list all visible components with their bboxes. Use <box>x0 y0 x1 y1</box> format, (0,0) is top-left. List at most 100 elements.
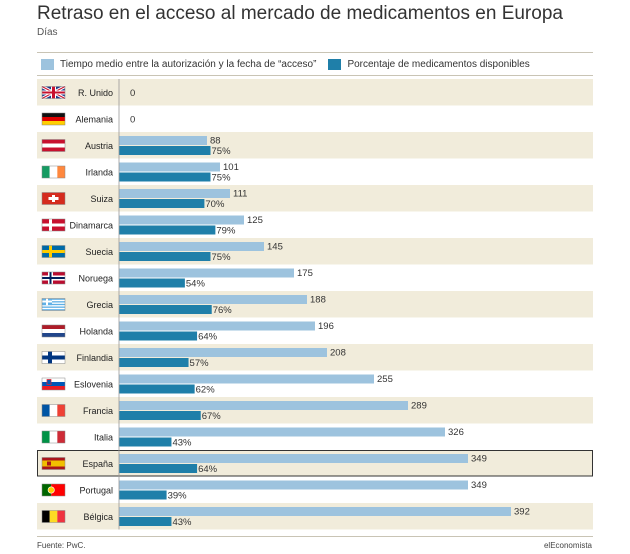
chart-row: Noruega 175 54% <box>41 268 313 290</box>
chart-subtitle: Días <box>37 27 58 38</box>
brand-credit: elEconomista <box>543 541 592 550</box>
sweden-flag-icon <box>41 245 66 258</box>
legend-label-percent: Porcentaje de medicamentos disponibles <box>347 58 530 70</box>
slovenia-flag-icon <box>41 377 66 391</box>
data-label-days: 349 <box>471 480 487 491</box>
data-label-days: 289 <box>411 401 427 412</box>
chart-row: Holanda 196 64% <box>41 321 334 343</box>
bar-percent <box>119 172 211 182</box>
flag-border <box>41 192 66 205</box>
data-label-percent: 62% <box>196 385 216 396</box>
data-label-days: 196 <box>318 321 334 332</box>
bar-percent <box>119 490 167 500</box>
bar-percent <box>119 517 172 526</box>
category-label: Bélgica <box>83 512 113 522</box>
bar-percent <box>119 146 211 155</box>
flag-stripe <box>42 302 65 304</box>
flag-border <box>41 298 66 311</box>
bottom-divider <box>37 536 593 537</box>
netherlands-flag-icon <box>41 324 66 338</box>
portugal-flag-icon <box>41 483 66 497</box>
category-label: Noruega <box>78 274 113 284</box>
bar-percent <box>119 252 211 261</box>
bar-percent <box>119 278 185 288</box>
flag-border <box>41 139 66 152</box>
flag-stripe <box>42 329 65 333</box>
flag-border <box>41 457 66 470</box>
bar-days <box>119 268 294 278</box>
legend: Tiempo medio entre la autorización y la … <box>37 52 593 76</box>
flag-border <box>41 430 66 444</box>
flag-stripe <box>49 510 58 523</box>
flag-emblem <box>47 461 51 466</box>
category-label: Italia <box>94 433 113 443</box>
flag-stripe <box>42 307 65 310</box>
flag-stripe <box>42 382 65 386</box>
flag-cross <box>42 250 65 253</box>
france-flag-icon <box>41 404 66 417</box>
bar-days <box>119 321 315 331</box>
bar-days <box>119 242 264 251</box>
flag-stripe <box>42 404 50 417</box>
flag-stripe <box>49 166 58 178</box>
flag-stripe <box>57 431 65 443</box>
category-label: Francia <box>83 406 113 416</box>
flag-stripe <box>42 143 65 148</box>
bar-days <box>119 401 408 410</box>
legend-swatch-days <box>41 58 54 70</box>
bar-percent <box>119 225 216 235</box>
bar-days <box>119 480 468 490</box>
flag-stripe <box>42 299 65 302</box>
germany-flag-icon <box>41 112 66 126</box>
chart-row: Finlandia 208 57% <box>37 344 593 371</box>
flag-stripe <box>42 378 65 382</box>
chart-row: Alemania 0 <box>41 112 135 126</box>
chart-row: España 349 64% <box>37 450 593 477</box>
data-label-percent: 43% <box>172 438 192 449</box>
flag-stripe <box>42 166 50 178</box>
flag-stripe <box>42 117 65 121</box>
category-label: Portugal <box>79 486 113 496</box>
highlight-box <box>37 450 593 477</box>
bar-percent <box>119 305 212 314</box>
flag-stripe <box>49 431 58 443</box>
flag-stripe <box>57 404 65 417</box>
flag-stripe <box>42 139 65 144</box>
source-note: Fuente: PwC. <box>37 541 86 550</box>
bar-days <box>119 348 327 357</box>
data-label-percent: 64% <box>198 464 218 475</box>
category-label: R. Unido <box>78 88 113 98</box>
flag-border <box>41 510 66 523</box>
flag-stripe <box>57 166 65 178</box>
legend-item-days: Tiempo medio entre la autorización y la … <box>41 58 316 70</box>
row-stripe <box>37 79 593 106</box>
flag-stripe <box>42 325 65 329</box>
data-label-days: 188 <box>310 295 326 306</box>
chart-row: Italia 326 43% <box>41 427 464 449</box>
flag-border <box>41 483 66 497</box>
flag-stripe <box>42 484 52 496</box>
category-label: Finlandia <box>76 353 113 363</box>
bar-percent <box>119 358 189 367</box>
bar-percent <box>119 384 195 394</box>
category-label: Grecia <box>86 300 113 310</box>
data-label-percent: 54% <box>186 279 206 290</box>
norway-flag-icon <box>41 271 66 285</box>
italy-flag-icon <box>41 430 66 444</box>
flag-border <box>41 404 66 417</box>
data-label-days: 392 <box>514 507 530 518</box>
flag-stripe <box>51 484 65 496</box>
chart-row: Suiza 111 70% <box>37 185 593 212</box>
data-label-percent: 64% <box>198 332 218 343</box>
bar-percent <box>119 199 205 208</box>
category-label: Austria <box>85 141 113 151</box>
data-label-percent: 75% <box>212 252 232 263</box>
category-label: Suiza <box>90 194 113 204</box>
flag-emblem <box>47 486 55 494</box>
data-label-percent: 75% <box>212 173 232 184</box>
flag-border <box>41 218 66 232</box>
flag-stripe <box>42 431 50 443</box>
data-label-percent: 67% <box>202 411 222 422</box>
